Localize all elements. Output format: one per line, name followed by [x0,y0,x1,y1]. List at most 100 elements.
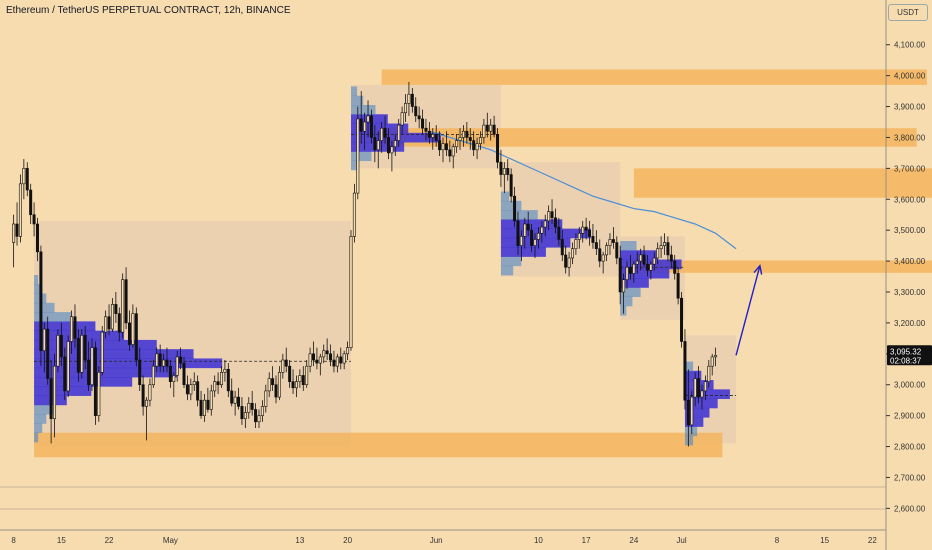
volume-profile-row [34,349,194,359]
candle-body [66,341,70,392]
volume-profile-row [34,414,47,424]
price-zone [633,260,932,273]
candle-body [431,134,435,138]
volume-profile-row [350,105,376,115]
candle-body [172,375,176,382]
currency-unit-button[interactable]: USDT [888,4,928,21]
candle-body [591,236,595,243]
candle-body [560,239,564,256]
candle-body [202,399,206,416]
candle-body [233,396,237,404]
candle-body [530,229,534,246]
candle-body [526,223,530,231]
candle-body [257,415,261,423]
candle-body [690,396,694,426]
volume-profile-row [620,278,649,288]
candle-body [32,214,36,225]
candle-body [15,223,19,237]
candle-body [635,260,639,265]
chart-title: Ethereum / TetherUS PERPETUAL CONTRACT, … [6,5,291,16]
candle-body [114,304,118,314]
candle-body [192,381,196,386]
projection-arrow-shaft [735,265,761,356]
volume-profile-row [500,265,514,276]
candle-body [441,143,445,151]
candle-body [363,121,367,132]
volume-profile-row [500,200,522,211]
candle-body [669,254,673,262]
x-tick-label: May [163,536,178,545]
volume-profile-row [34,432,39,443]
x-tick-label: 15 [57,536,66,545]
candles [12,81,718,447]
candle-body [676,273,680,299]
price-zone [34,432,723,458]
candle-body [100,331,104,373]
candle-body [237,396,241,407]
candle-body [76,338,80,373]
candle-body [155,353,159,367]
volume-profile-row [350,132,441,143]
volume-profile-row [350,86,358,97]
candle-body [175,356,179,376]
volume-profile-row [620,241,637,251]
volume-profile-row [684,389,730,400]
candle-body [373,137,377,151]
y-tick-label: 3,500.00 [894,226,926,235]
candle-body [182,362,186,386]
candle-body [322,350,326,358]
bar-countdown: 02:08:37 [890,356,922,365]
candle-body [598,248,602,262]
candle-body [421,118,425,129]
candle-body [83,334,87,361]
candle-body [455,140,459,148]
candle-body [168,365,172,382]
volume-profile-row [34,312,71,322]
candle-body [189,384,193,395]
candle-body [673,260,677,274]
candle-body [25,168,29,191]
candle-body [93,347,97,416]
candle-body [649,263,653,271]
candle-body [70,316,74,342]
candle-body [349,236,353,348]
x-tick-label: 13 [295,536,304,545]
candle-body [226,368,230,392]
price-zone [381,128,917,147]
candle-body [581,226,585,234]
candle-body [407,93,411,104]
candle-body [230,390,234,404]
candle-body [220,372,223,386]
candle-body [700,390,704,398]
volume-profile-row [34,404,55,415]
volume-profile-row [34,284,43,294]
candle-body [625,266,629,280]
candle-body [165,359,169,367]
candle-body [260,406,264,416]
candle-body [281,359,285,373]
candle-body [213,381,217,392]
candle-body [386,137,390,154]
y-tick-label: 3,400.00 [894,257,926,266]
candle-body [618,257,622,293]
candle-body [131,313,135,345]
candle-body [264,390,268,407]
candle-body [305,365,309,386]
candle-body [356,118,360,194]
candle-body [533,239,537,246]
candle-body [622,279,626,293]
candle-body [393,140,397,148]
candle-body [703,381,707,392]
candle-body [376,140,380,151]
candle-body [254,409,258,423]
candle-body [127,322,131,345]
candle-body [410,93,414,107]
candle-body [645,263,649,271]
supply-demand-zones [34,69,932,458]
candle-body [656,248,660,259]
candle-body [611,239,615,243]
candle-body [570,248,574,259]
candle-body [564,254,568,268]
volume-profile-row [500,228,591,239]
